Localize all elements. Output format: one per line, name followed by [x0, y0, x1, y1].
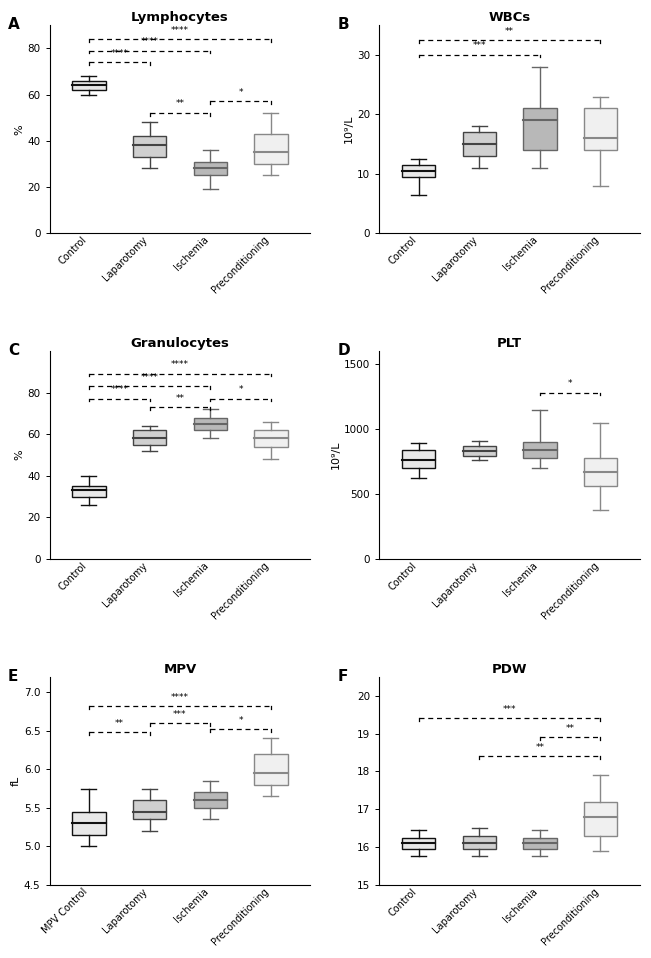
- Bar: [133, 800, 166, 819]
- Bar: [72, 487, 105, 496]
- Title: Granulocytes: Granulocytes: [130, 337, 229, 350]
- Text: ***: ***: [473, 41, 486, 51]
- Title: WBCs: WBCs: [488, 11, 531, 24]
- Text: E: E: [8, 669, 18, 684]
- Bar: [462, 132, 496, 156]
- Bar: [584, 458, 617, 487]
- Title: MPV: MPV: [163, 663, 197, 675]
- Bar: [523, 837, 557, 849]
- Text: *: *: [238, 385, 243, 395]
- Text: ****: ****: [171, 360, 189, 370]
- Text: **: **: [175, 394, 184, 402]
- Bar: [402, 450, 436, 468]
- Text: **: **: [115, 718, 124, 728]
- Title: Lymphocytes: Lymphocytes: [131, 11, 229, 24]
- Text: C: C: [8, 343, 19, 357]
- Bar: [133, 136, 166, 157]
- Bar: [402, 165, 436, 176]
- Text: ****: ****: [110, 385, 128, 395]
- Y-axis label: fL: fL: [11, 776, 21, 786]
- Y-axis label: 10⁹/L: 10⁹/L: [331, 441, 341, 469]
- Bar: [462, 835, 496, 849]
- Text: A: A: [8, 17, 20, 32]
- Bar: [523, 442, 557, 458]
- Text: D: D: [337, 343, 350, 357]
- Text: ****: ****: [171, 26, 189, 34]
- Bar: [523, 108, 557, 150]
- Title: PLT: PLT: [497, 337, 522, 350]
- Text: **: **: [535, 742, 544, 752]
- Bar: [193, 418, 227, 430]
- Y-axis label: %: %: [14, 124, 25, 134]
- Bar: [72, 811, 105, 834]
- Text: ****: ****: [171, 693, 189, 701]
- Bar: [462, 445, 496, 456]
- Text: *: *: [238, 716, 243, 724]
- Text: F: F: [337, 669, 348, 684]
- Text: ****: ****: [110, 49, 128, 57]
- Text: B: B: [337, 17, 349, 32]
- Bar: [72, 80, 105, 90]
- Text: ****: ****: [141, 37, 159, 46]
- Bar: [584, 802, 617, 835]
- Y-axis label: %: %: [14, 449, 25, 461]
- Y-axis label: 10⁹/L: 10⁹/L: [344, 115, 354, 144]
- Text: **: **: [566, 724, 575, 733]
- Text: ****: ****: [141, 373, 159, 382]
- Bar: [402, 837, 436, 849]
- Text: ***: ***: [173, 710, 187, 718]
- Bar: [193, 162, 227, 175]
- Bar: [133, 430, 166, 445]
- Title: PDW: PDW: [492, 663, 527, 675]
- Bar: [254, 430, 288, 446]
- Bar: [584, 108, 617, 150]
- Text: **: **: [175, 100, 184, 108]
- Text: ***: ***: [503, 705, 516, 714]
- Bar: [193, 792, 227, 808]
- Text: **: **: [505, 27, 514, 35]
- Bar: [254, 134, 288, 164]
- Text: *: *: [568, 379, 572, 388]
- Text: *: *: [238, 88, 243, 97]
- Bar: [254, 754, 288, 785]
